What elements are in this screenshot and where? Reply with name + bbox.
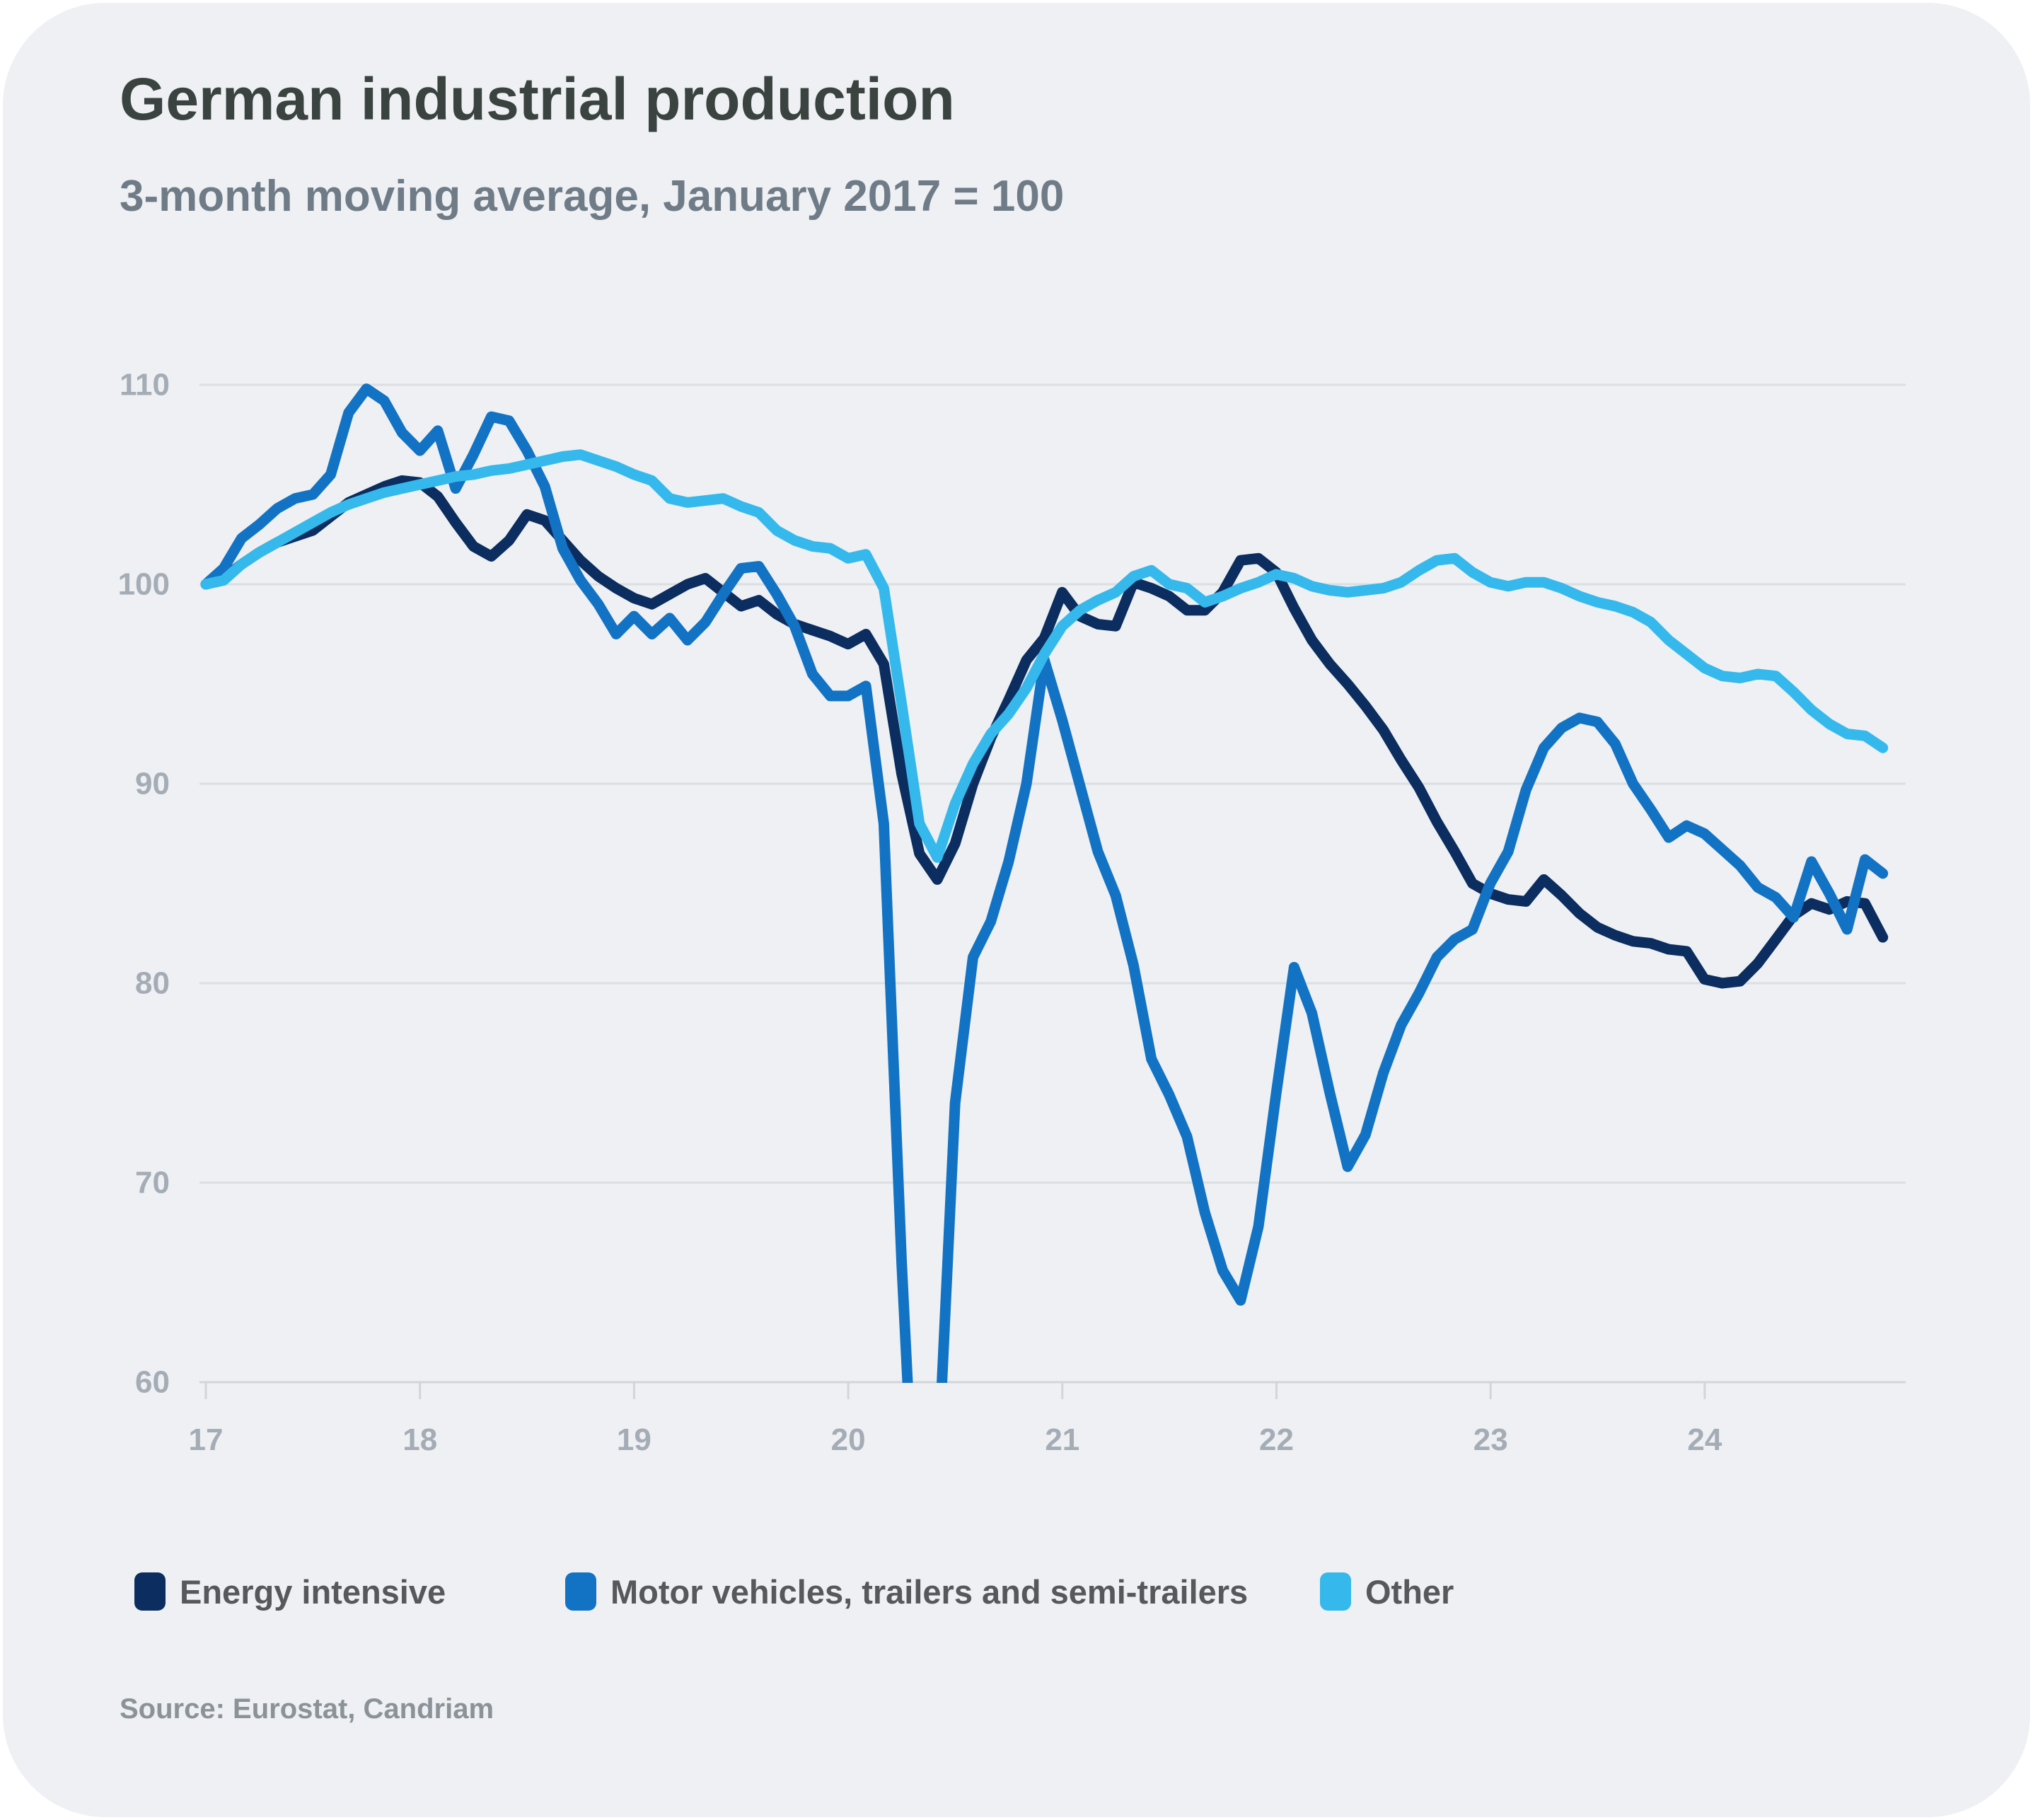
legend-swatch-other (1320, 1572, 1351, 1611)
chart-title: German industrial production (120, 66, 955, 132)
legend-label-motor-vehicles: Motor vehicles, trailers and semi-traile… (610, 1572, 1249, 1611)
source-note: Source: Eurostat, Candriam (120, 1693, 494, 1725)
series-line-other (200, 449, 1889, 863)
x-tick-label-24: 24 (1687, 1422, 1722, 1457)
legend-item-motor-vehicles: Motor vehicles, trailers and semi-traile… (565, 1572, 1248, 1611)
x-tick-label-18: 18 (402, 1422, 437, 1457)
legend: Energy intensive Motor vehicles, trailer… (3, 1572, 2030, 1614)
series-line-energy-intensive (200, 475, 1889, 989)
y-tick-label-60: 60 (135, 1365, 170, 1400)
y-tick-label-70: 70 (135, 1166, 170, 1200)
x-tick-label-22: 22 (1259, 1422, 1294, 1457)
chart-area: 110 100 90 80 70 60 17 18 19 20 21 22 23 24 (3, 3, 2030, 1817)
y-tick-label-110: 110 (120, 368, 170, 402)
legend-swatch-energy-intensive (134, 1572, 166, 1611)
x-tick-label-20: 20 (831, 1422, 866, 1457)
x-tick-label-21: 21 (1045, 1422, 1079, 1457)
y-tick-label-80: 80 (135, 966, 170, 1001)
x-tick-label-23: 23 (1473, 1422, 1508, 1457)
x-tick-label-19: 19 (617, 1422, 651, 1457)
legend-label-energy-intensive: Energy intensive (180, 1572, 446, 1611)
chart-subtitle: 3-month moving average, January 2017 = 1… (120, 172, 1065, 221)
legend-item-other: Other (1320, 1572, 1454, 1611)
y-tick-label-100: 100 (118, 567, 170, 602)
legend-swatch-motor-vehicles (565, 1572, 596, 1611)
legend-label-other: Other (1365, 1572, 1454, 1611)
y-tick-label-90: 90 (135, 767, 170, 801)
line-chart: 110 100 90 80 70 60 17 18 19 20 21 22 23 24 (118, 368, 1906, 1457)
legend-item-energy-intensive: Energy intensive (134, 1572, 446, 1611)
x-tick-label-17: 17 (189, 1422, 224, 1457)
card: German industrial production 3-month mov… (3, 3, 2030, 1817)
